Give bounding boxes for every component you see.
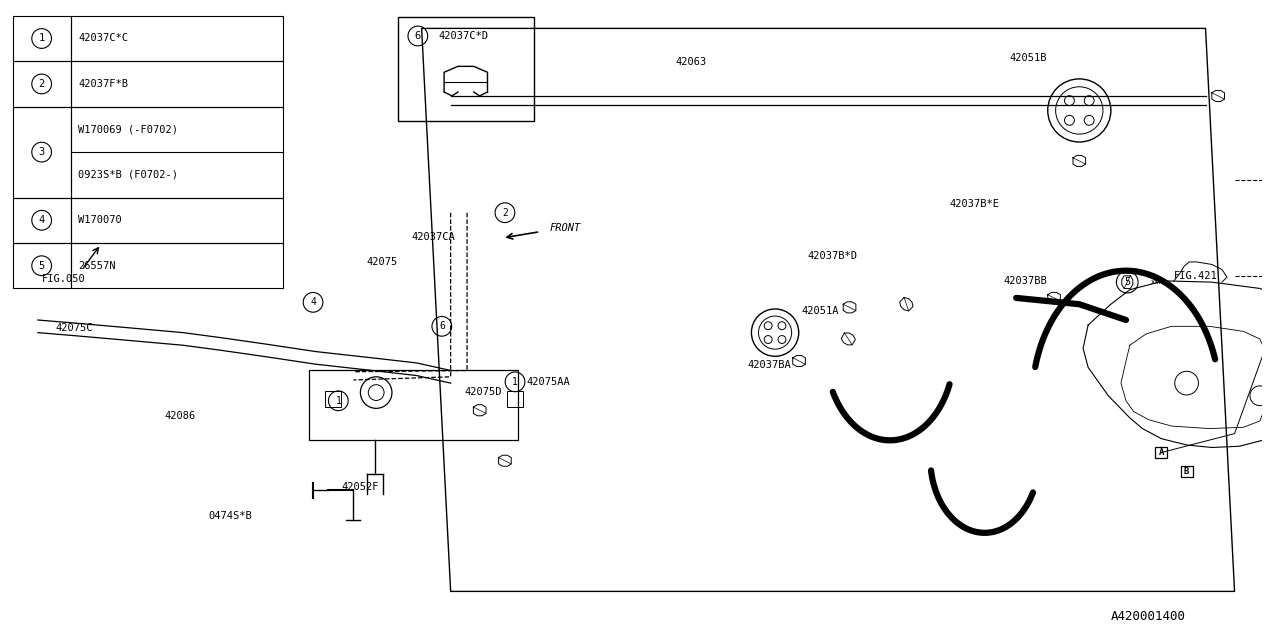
Text: 42037C*D: 42037C*D (438, 31, 488, 41)
Text: FIG.050: FIG.050 (42, 274, 86, 284)
Text: 42075: 42075 (366, 257, 397, 267)
Text: 0923S*B (F0702-): 0923S*B (F0702-) (78, 170, 178, 180)
Bar (13, 198, 70, 243)
Text: A: A (1158, 448, 1164, 457)
Text: 1: 1 (335, 396, 342, 406)
Text: 42075AA: 42075AA (526, 377, 570, 387)
Bar (325, 391, 342, 407)
Bar (70, 107, 283, 198)
Text: 2: 2 (502, 208, 508, 218)
Bar (13, 107, 70, 198)
Bar (70, 198, 283, 243)
Bar (70, 16, 283, 61)
Text: 0474S*B: 0474S*B (209, 511, 252, 521)
Text: 1: 1 (38, 33, 45, 44)
Bar (1279, 173, 1280, 187)
Text: 42086: 42086 (164, 411, 196, 421)
Text: 42051B: 42051B (1010, 53, 1047, 63)
Text: 3: 3 (38, 147, 45, 157)
Text: 42037C*C: 42037C*C (78, 33, 128, 44)
Text: 4: 4 (38, 215, 45, 225)
Text: W170070: W170070 (78, 215, 122, 225)
Text: xxxx: xxxx (1151, 279, 1167, 285)
Text: 5: 5 (38, 260, 45, 271)
Text: 42037B*D: 42037B*D (808, 251, 858, 260)
Text: 42063: 42063 (676, 58, 707, 67)
Bar (507, 391, 524, 407)
Text: 42051A: 42051A (801, 305, 840, 316)
Bar (13, 243, 70, 289)
Bar (70, 61, 283, 107)
Text: 42037CA: 42037CA (412, 232, 456, 242)
Text: 42037F*B: 42037F*B (78, 79, 128, 89)
Text: B: B (1184, 467, 1189, 476)
Bar (1180, 465, 1193, 477)
Text: 42075C: 42075C (55, 323, 93, 333)
Text: A420001400: A420001400 (1111, 610, 1185, 623)
Text: 2: 2 (38, 79, 45, 89)
Text: 4: 4 (310, 298, 316, 307)
Text: 1: 1 (512, 377, 518, 387)
Bar (1279, 247, 1280, 260)
Text: 6: 6 (415, 31, 421, 41)
Bar (310, 371, 517, 440)
Bar (1156, 447, 1167, 458)
Bar (13, 16, 70, 61)
Text: 6: 6 (439, 321, 444, 332)
Text: FIG.421: FIG.421 (1174, 271, 1217, 281)
Text: FRONT: FRONT (549, 223, 580, 234)
Bar (70, 243, 283, 289)
Text: 5: 5 (1124, 277, 1130, 287)
Text: 26557N: 26557N (78, 260, 115, 271)
Text: 42037B*E: 42037B*E (950, 199, 1000, 209)
Text: 42037BB: 42037BB (1004, 276, 1047, 286)
Text: 42037BA: 42037BA (748, 360, 791, 371)
Text: 42052F: 42052F (342, 483, 379, 492)
Bar (398, 17, 534, 121)
Bar (13, 61, 70, 107)
Text: W170069 (-F0702): W170069 (-F0702) (78, 124, 178, 134)
Text: 42075D: 42075D (465, 387, 502, 397)
